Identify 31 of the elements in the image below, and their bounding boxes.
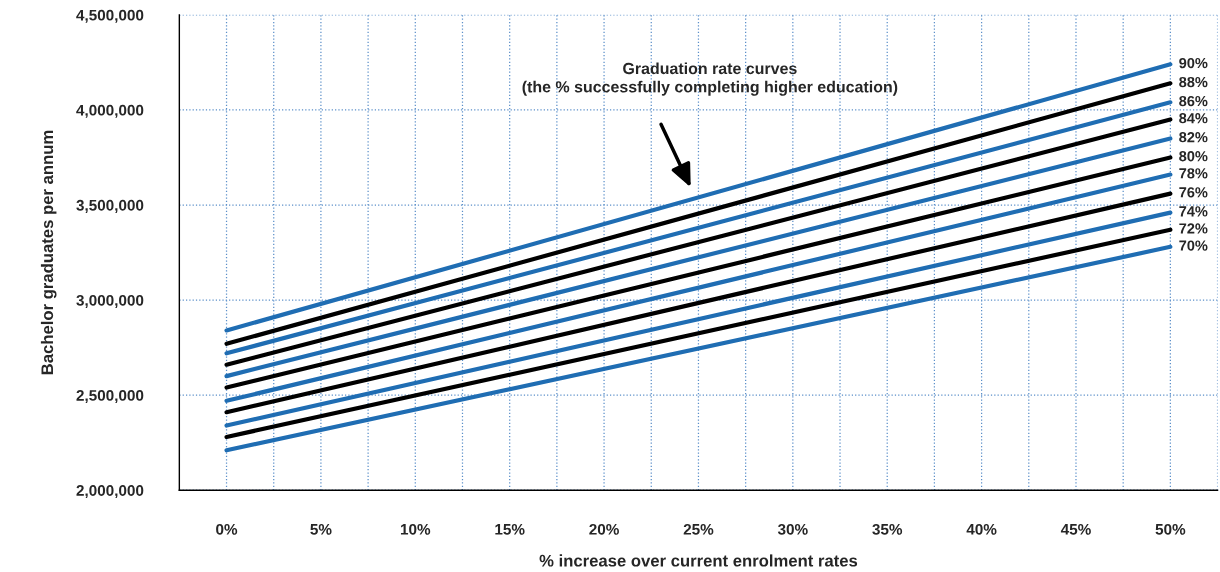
x-tick-label: 40% bbox=[966, 523, 997, 535]
annotation: Graduation rate curves (the % successfully completing higher education) bbox=[522, 62, 898, 96]
x-tick-label: 50% bbox=[1155, 523, 1186, 535]
y-tick-label: 4,500,000 bbox=[76, 9, 144, 23]
x-tick-label: 20% bbox=[589, 523, 619, 535]
y-tick-label: 3,500,000 bbox=[76, 199, 144, 213]
x-tick-label: 5% bbox=[310, 523, 332, 535]
x-tick-label: 45% bbox=[1060, 523, 1091, 535]
series-label: 78% bbox=[1179, 168, 1208, 179]
series-label: 88% bbox=[1179, 76, 1208, 88]
x-tick-label: 30% bbox=[777, 523, 808, 535]
y-tick-label: 2,500,000 bbox=[76, 390, 144, 404]
series-label: 70% bbox=[1179, 240, 1208, 251]
series-label: 84% bbox=[1179, 113, 1208, 124]
y-tick-label: 3,000,000 bbox=[76, 294, 144, 308]
x-tick-label: 0% bbox=[216, 523, 238, 535]
series-label: 90% bbox=[1179, 57, 1208, 69]
x-tick-label: 35% bbox=[872, 523, 903, 535]
series-label: 74% bbox=[1179, 206, 1208, 217]
series-label: 72% bbox=[1179, 223, 1208, 234]
x-tick-label: 25% bbox=[683, 523, 714, 535]
y-tick-label: 4,000,000 bbox=[76, 104, 144, 118]
x-tick-label: 10% bbox=[400, 523, 431, 535]
y-axis-title: Bachelor graduates per annum bbox=[40, 130, 57, 375]
y-tick-label: 2,000,000 bbox=[76, 485, 144, 499]
series-label: 76% bbox=[1179, 187, 1208, 198]
series-label: 80% bbox=[1179, 151, 1208, 162]
series-label: 86% bbox=[1179, 95, 1208, 107]
x-tick-label: 15% bbox=[495, 523, 525, 535]
series-label: 82% bbox=[1179, 132, 1208, 143]
x-axis-title: % increase over current enrolment rates bbox=[539, 554, 858, 567]
